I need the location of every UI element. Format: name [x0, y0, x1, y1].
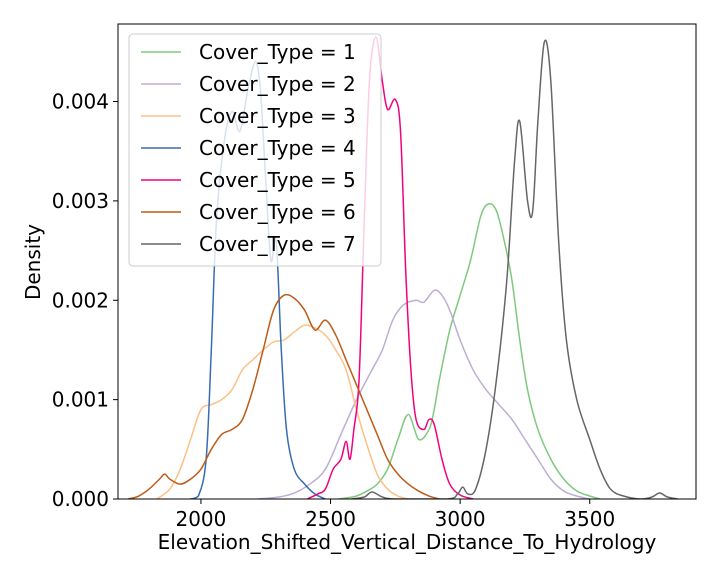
x-tick-label: 3500 — [564, 507, 615, 531]
legend-label: Cover_Type = 7 — [199, 232, 356, 256]
legend-label: Cover_Type = 3 — [199, 104, 356, 128]
y-tick-label: 0.002 — [52, 288, 109, 312]
legend: Cover_Type = 1 Cover_Type = 2 Cover_Type =… — [128, 33, 382, 267]
legend-frame — [128, 33, 382, 267]
series-line-cover-type-7 — [351, 39, 679, 499]
series-line-cover-type-2 — [257, 289, 590, 499]
y-tick-label: 0.004 — [52, 90, 109, 114]
x-axis-ticks: 2000 2500 3000 3500 — [175, 499, 615, 531]
legend-label: Cover_Type = 4 — [199, 136, 356, 160]
y-axis-ticks: 0.000 0.001 0.002 0.003 0.004 — [52, 90, 118, 511]
x-tick-label: 3000 — [435, 507, 486, 531]
x-axis-label: Elevation_Shifted_Vertical_Distance_To_H… — [158, 530, 657, 554]
y-tick-label: 0.000 — [52, 487, 109, 511]
legend-label: Cover_Type = 1 — [199, 40, 356, 64]
y-tick-label: 0.003 — [52, 189, 109, 213]
x-tick-label: 2000 — [175, 507, 226, 531]
series-line-cover-type-1 — [338, 202, 601, 499]
plot-area-frame — [117, 23, 697, 500]
x-tick-label: 2500 — [305, 507, 356, 531]
y-axis-label: Density — [21, 224, 45, 300]
series-line-cover-type-5 — [306, 36, 474, 499]
legend-label: Cover_Type = 6 — [199, 200, 356, 224]
y-tick-label: 0.001 — [52, 388, 109, 412]
legend-label: Cover_Type = 2 — [199, 72, 356, 96]
density-curves — [128, 36, 679, 499]
series-line-cover-type-6 — [128, 293, 440, 499]
legend-label: Cover_Type = 5 — [199, 168, 356, 192]
series-line-cover-type-3 — [156, 324, 409, 499]
